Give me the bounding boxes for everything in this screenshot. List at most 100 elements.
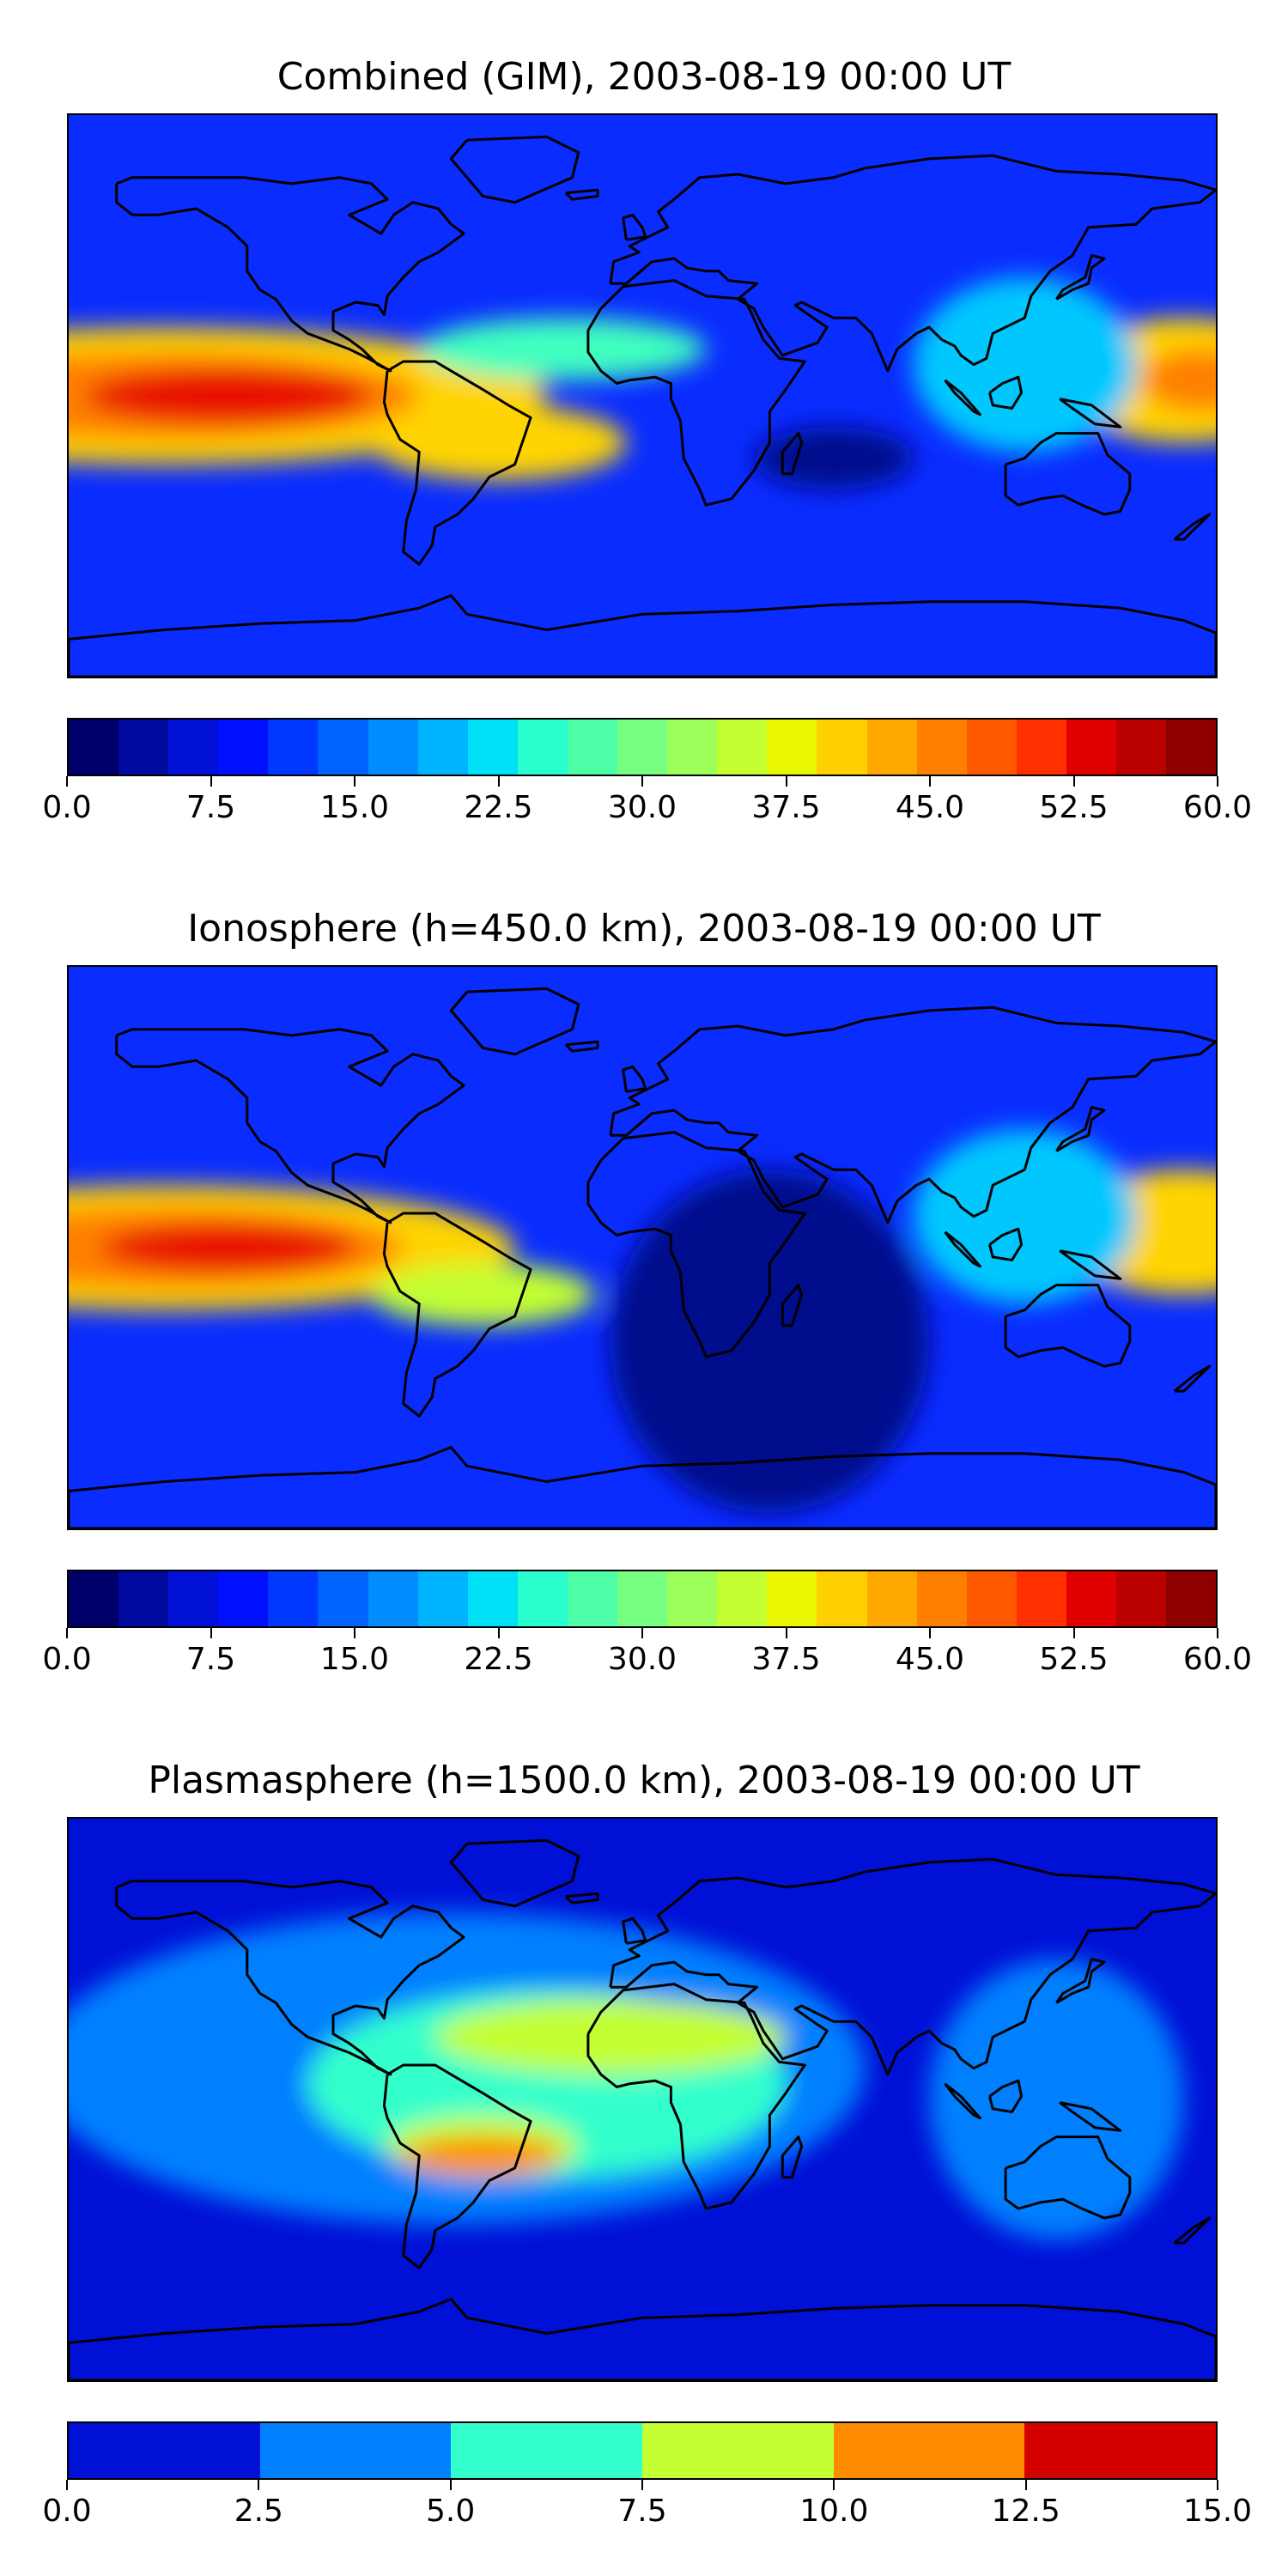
panel-title-plasmasphere: Plasmasphere (h=1500.0 km), 2003-08-19 0… (148, 1759, 1140, 1802)
coastline-africa (586, 1983, 806, 2210)
coastline-japan (1055, 1958, 1106, 2004)
coastline-iceland (564, 188, 599, 201)
colorbar-tick-label: 15.0 (319, 790, 390, 825)
colorbar-level (667, 1571, 718, 1626)
colorbar-tick (785, 776, 787, 787)
colorbar-level (268, 1571, 319, 1626)
map-svg (69, 1819, 1216, 2380)
tec-contour-blob (419, 318, 707, 380)
colorbar-level (1115, 1571, 1167, 1626)
colorbar-level (916, 1571, 967, 1626)
colorbar-tick-label: 0.0 (42, 2494, 92, 2529)
coastline-antarctica (69, 2298, 1216, 2380)
colorbar-level (451, 2423, 643, 2478)
colorbar-level (467, 1571, 518, 1626)
colorbar-tick-label: 5.0 (426, 2494, 476, 2529)
colorbar-tick-label: 45.0 (895, 1642, 965, 1677)
coastline-australia (1004, 1284, 1132, 1368)
colorbar-ionosphere (67, 1570, 1218, 1628)
tec-contour-blob (100, 1222, 355, 1273)
colorbar-level (417, 1571, 468, 1626)
colorbar-level (1016, 720, 1066, 775)
colorbar-ticks-plasmasphere: 0.0 2.5 5.0 7.5 10.0 12.5 15.0 (42, 2480, 1252, 2531)
colorbar-level (1166, 1571, 1216, 1626)
map-ionosphere (67, 965, 1218, 1530)
coastline-antarctica (69, 1446, 1216, 1528)
tec-contour-blob (434, 1999, 786, 2075)
tec-contour-blob (753, 427, 914, 489)
colorbar-level (1115, 720, 1167, 775)
coastline-greenland (449, 987, 580, 1056)
colorbar-level (567, 720, 618, 775)
tec-field (69, 276, 1216, 489)
coastline-africa (586, 279, 806, 507)
coastlines (69, 987, 1216, 1528)
colorbar-tick-label: 30.0 (607, 790, 677, 825)
coastlines (69, 1838, 1216, 2380)
colorbar-level (1066, 1571, 1116, 1626)
map-svg (69, 967, 1216, 1528)
colorbar-level (916, 720, 967, 775)
coastline-iceland (564, 1040, 599, 1053)
colorbar-level (966, 720, 1017, 775)
colorbar-level (368, 1571, 418, 1626)
colorbar-tick (1072, 1628, 1075, 1638)
coastline-borneo (988, 1227, 1024, 1261)
colorbar-level (168, 720, 219, 775)
map-plasmasphere (67, 1817, 1218, 2382)
colorbar-level (268, 720, 319, 775)
coastline-sumatra (944, 2082, 981, 2120)
colorbar-tick (1024, 2480, 1027, 2490)
coastline-greenland (449, 1838, 580, 1908)
colorbar-tick-label: 60.0 (1182, 790, 1253, 825)
colorbar-level (118, 720, 169, 775)
colorbar-level (318, 1571, 368, 1626)
colorbar-tick-label: 37.5 (751, 1642, 821, 1677)
colorbar-level (717, 720, 768, 775)
coastline-new-zealand (1173, 1364, 1212, 1393)
coastline-australia (1004, 2136, 1132, 2220)
tec-contour-blob (1142, 349, 1216, 412)
colorbar-level (1016, 1571, 1066, 1626)
colorbar-level (69, 1571, 119, 1626)
colorbar-level (318, 720, 368, 775)
colorbar-ticks-ionosphere: 0.0 7.5 15.0 22.5 30.0 37.5 45.0 52.5 60.0 (42, 1628, 1252, 1680)
colorbar-level (1166, 720, 1216, 775)
colorbar-tick-label: 52.5 (1039, 790, 1109, 825)
colorbar-tick-label: 7.5 (185, 1642, 236, 1677)
colorbar-tick (833, 2480, 835, 2490)
colorbar-ticks-combined: 0.0 7.5 15.0 22.5 30.0 37.5 45.0 52.5 60.0 (42, 776, 1252, 828)
colorbar-tick-label: 7.5 (617, 2494, 667, 2529)
colorbar-tick (66, 1628, 68, 1638)
colorbar-level (417, 720, 468, 775)
colorbar-tick-label: 15.0 (319, 1642, 390, 1677)
tec-contour-blob (84, 368, 372, 424)
coastlines (69, 135, 1216, 677)
coastline-antarctica (69, 594, 1216, 677)
coastline-sumatra (944, 1230, 981, 1268)
colorbar-level (767, 1571, 817, 1626)
coastline-south-america (382, 2063, 532, 2269)
colorbar-level (767, 720, 817, 775)
colorbar-level (833, 2423, 1025, 2478)
colorbar-combined (67, 718, 1218, 776)
colorbar-level (817, 1571, 867, 1626)
colorbar-tick-label: 45.0 (895, 790, 965, 825)
colorbar-level (966, 1571, 1017, 1626)
colorbar-level (817, 720, 867, 775)
colorbar-tick (785, 1628, 787, 1638)
coastline-sumatra (944, 379, 981, 416)
colorbar-level (1066, 720, 1116, 775)
colorbar-tick (210, 776, 212, 787)
colorbar-level (866, 1571, 917, 1626)
coastline-australia (1004, 432, 1132, 516)
colorbar-tick (641, 776, 643, 787)
colorbar-level (118, 1571, 169, 1626)
tec-contour-blob (371, 1263, 595, 1326)
colorbar-tick-label: 12.5 (991, 2494, 1060, 2529)
colorbar-tick-label: 22.5 (464, 790, 533, 825)
colorbar-level (517, 720, 568, 775)
colorbar-level (642, 2423, 834, 2478)
colorbar-tick (1217, 1628, 1218, 1638)
colorbar-tick (1217, 2480, 1218, 2490)
